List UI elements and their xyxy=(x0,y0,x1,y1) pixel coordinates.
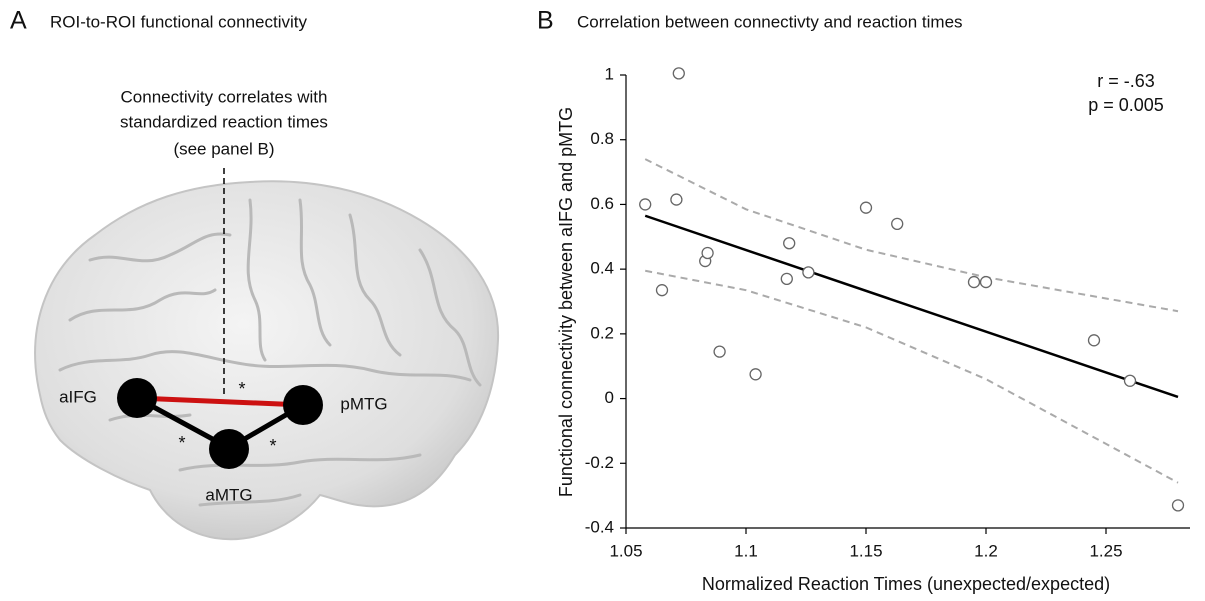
confidence-band xyxy=(645,269,1179,484)
data-point xyxy=(891,217,904,230)
data-point xyxy=(639,198,652,211)
data-point xyxy=(672,67,685,80)
node-label: pMTG xyxy=(340,394,387,413)
y-axis-label: Functional connectivity between aIFG and… xyxy=(556,107,576,497)
chart-title: Correlation between connectivty and reac… xyxy=(577,12,963,31)
node xyxy=(117,378,157,418)
data-point xyxy=(1087,334,1101,347)
significance-star: * xyxy=(269,436,276,456)
x-tick-label: 1.25 xyxy=(1089,541,1122,560)
y-tick-label: -0.4 xyxy=(585,517,614,536)
data-point xyxy=(670,193,683,206)
annotation: p = 0.005 xyxy=(1088,95,1164,115)
data-point xyxy=(749,368,762,381)
edge-red xyxy=(136,395,304,408)
data-point xyxy=(1171,499,1185,512)
note-line: Connectivity correlates with xyxy=(121,87,328,106)
panel-label: B xyxy=(537,7,554,35)
y-tick-label: 0.8 xyxy=(590,129,614,148)
y-tick-label: 0.2 xyxy=(590,323,614,342)
note-line: (see panel B) xyxy=(173,139,274,158)
data-point xyxy=(655,284,669,297)
node xyxy=(283,385,323,425)
plot-area: 1 0.8 0.6 0.4 0.2 0 -0.2 -0.4 1.05 1.1 1.15 1.2 1.25 xyxy=(585,64,1190,560)
y-tick-label: -0.2 xyxy=(585,453,614,472)
panel-title: ROI-to-ROI functional connectivity xyxy=(50,12,307,31)
node-label: aIFG xyxy=(59,387,97,406)
significance-star: * xyxy=(178,433,185,453)
data-point xyxy=(859,201,873,214)
y-tick-label: 0 xyxy=(605,388,614,407)
data-point xyxy=(979,275,993,289)
node xyxy=(209,429,249,469)
data-point xyxy=(1123,374,1137,387)
node-label: aMTG xyxy=(205,485,252,504)
brain xyxy=(34,180,500,541)
x-tick-label: 1.2 xyxy=(974,541,998,560)
x-axis-label: Normalized Reaction Times (unexpected/ex… xyxy=(702,574,1110,594)
panel-label: A xyxy=(10,7,27,35)
data-point xyxy=(713,345,726,358)
confidence-band xyxy=(644,158,1179,313)
data-point xyxy=(967,275,981,289)
data-point xyxy=(802,266,815,279)
regression-line xyxy=(644,214,1179,399)
data-point xyxy=(701,246,714,260)
y-tick-label: 0.6 xyxy=(590,194,614,213)
annotation: r = -.63 xyxy=(1097,71,1155,91)
data-point xyxy=(780,272,793,286)
x-tick-label: 1.1 xyxy=(734,541,758,560)
y-tick-label: 0.4 xyxy=(590,259,614,278)
y-tick-label: 1 xyxy=(605,64,614,83)
significance-star: * xyxy=(238,379,245,399)
data-point xyxy=(783,237,796,250)
x-tick-label: 1.15 xyxy=(849,541,882,560)
x-tick-label: 1.05 xyxy=(609,541,642,560)
note-line: standardized reaction times xyxy=(120,112,328,131)
